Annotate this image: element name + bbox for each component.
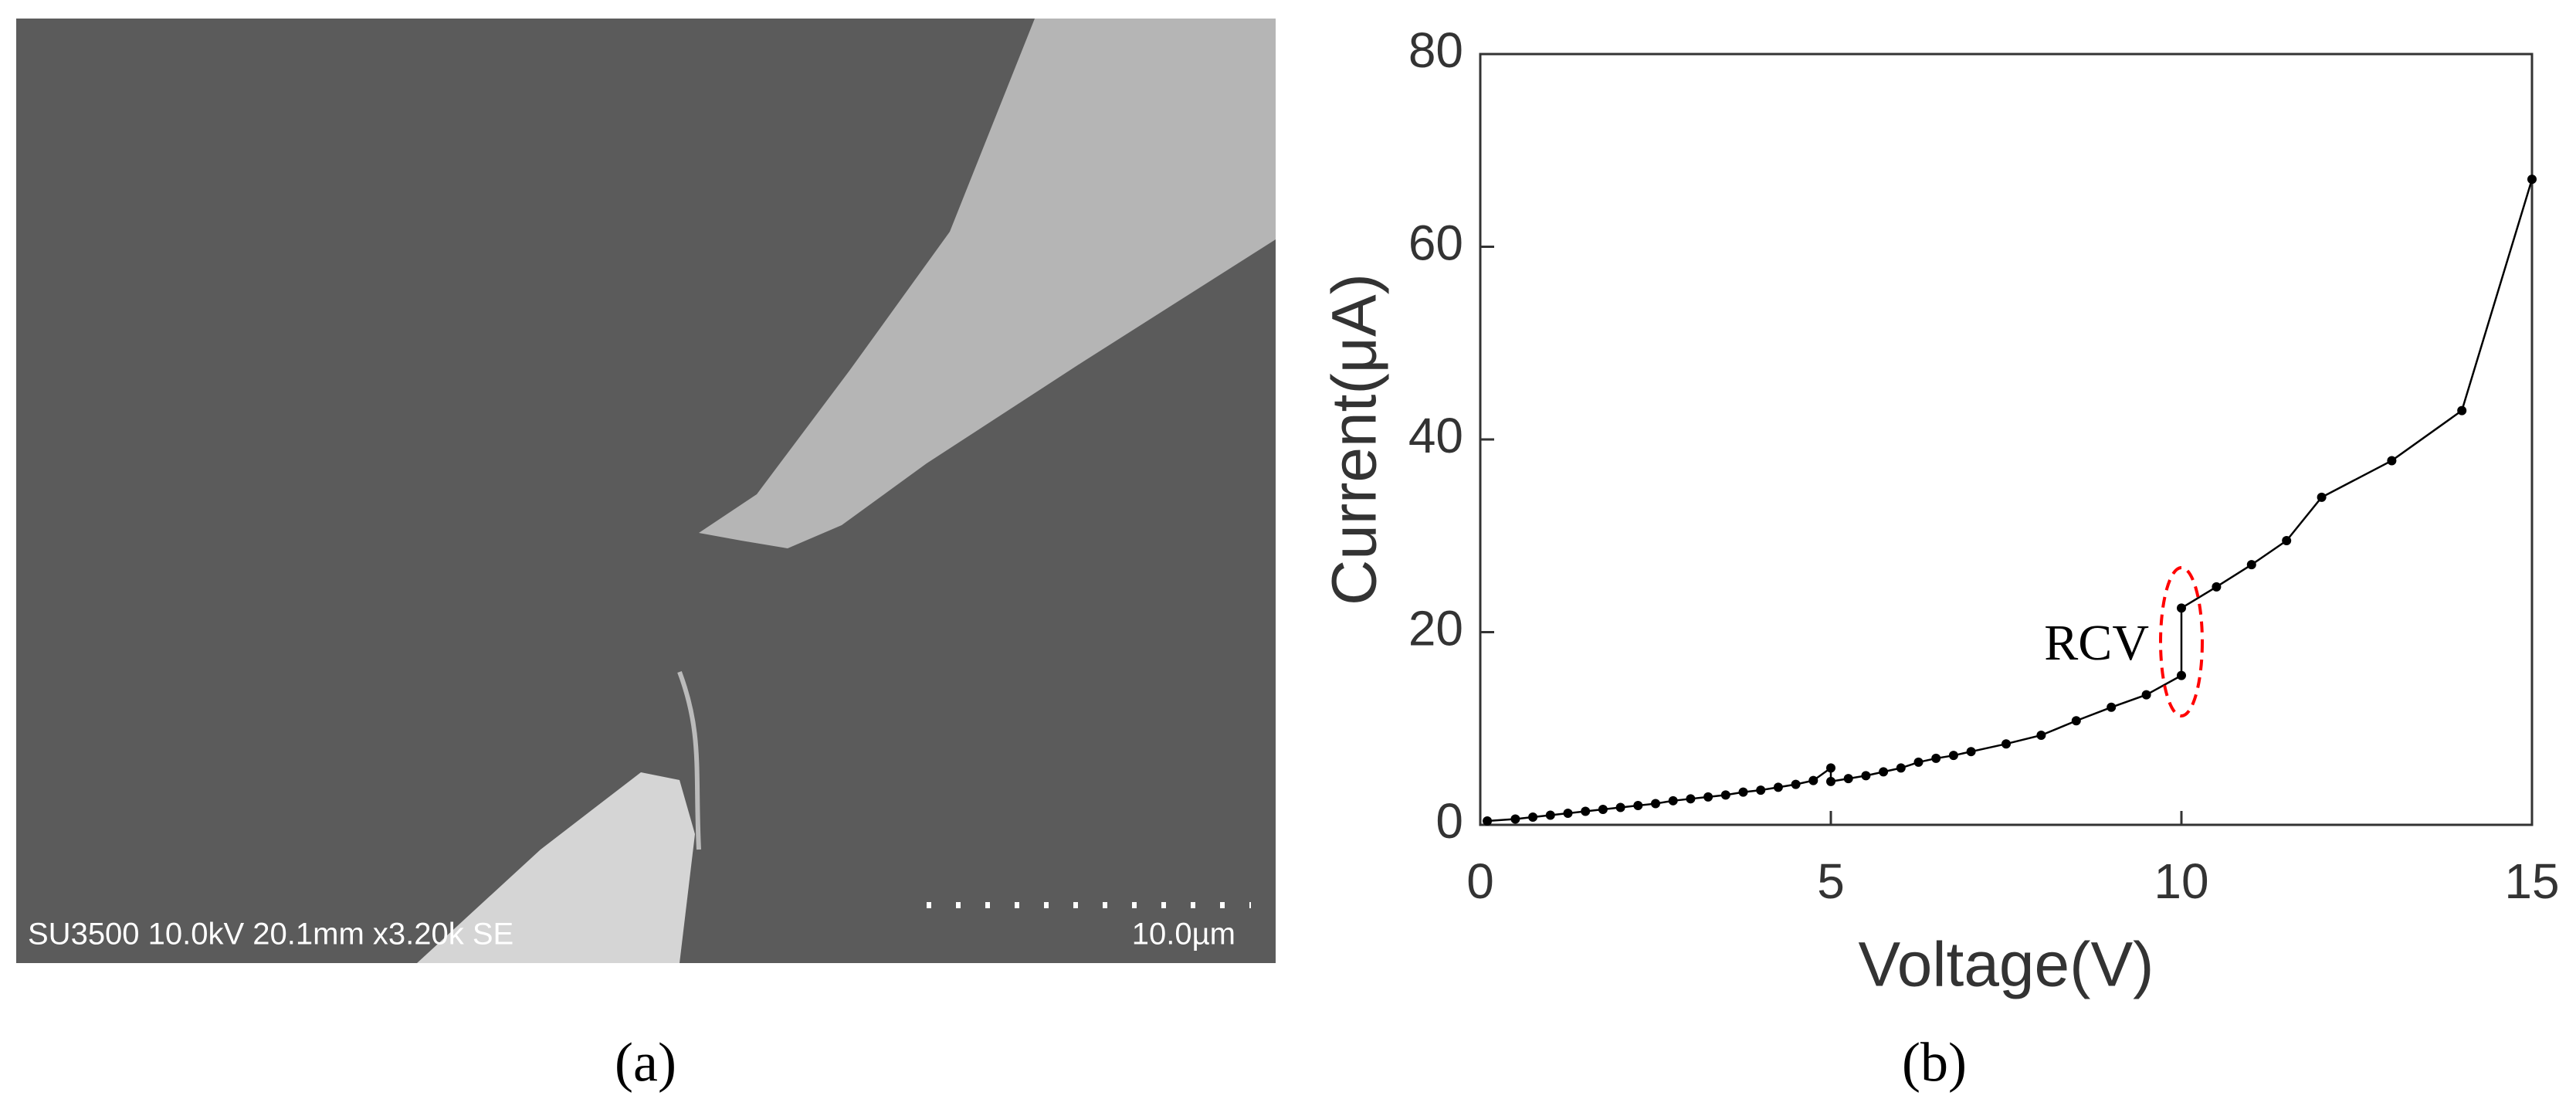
y-tick-label: 40: [1408, 408, 1463, 463]
data-point: [1879, 767, 1889, 777]
data-point: [1843, 774, 1853, 784]
data-point: [1703, 792, 1713, 802]
data-point: [2527, 175, 2537, 185]
panel-label: (a): [615, 1032, 676, 1094]
y-tick-label: 80: [1408, 22, 1463, 78]
x-axis-label: Voltage(V): [1859, 930, 2154, 1000]
data-point: [2177, 603, 2186, 613]
data-point: [2246, 560, 2256, 570]
data-point: [1563, 809, 1573, 819]
data-point: [1826, 776, 1835, 786]
sem-info: SU3500 10.0kV 20.1mm x3.20k SE: [28, 918, 514, 951]
x-tick-label: 0: [1466, 853, 1494, 909]
data-point: [1686, 794, 1696, 804]
data-point: [2141, 690, 2151, 700]
data-point: [1510, 814, 1520, 824]
data-point: [1756, 785, 1766, 795]
data-point: [2001, 739, 2011, 749]
data-point: [1528, 812, 1538, 823]
data-point: [2457, 405, 2467, 416]
data-point: [1861, 771, 1871, 781]
data-point: [1598, 805, 1608, 815]
data-point: [2036, 730, 2046, 740]
y-axis-label: Current(μA): [1320, 273, 1390, 605]
data-point: [1826, 763, 1835, 773]
data-point: [1581, 806, 1591, 816]
x-tick-label: 10: [2154, 853, 2208, 909]
data-point: [1791, 779, 1801, 789]
panel-label: (b): [1902, 1032, 1967, 1094]
data-point: [1483, 816, 1493, 826]
data-point: [1738, 787, 1748, 797]
data-point: [1720, 790, 1730, 800]
data-point: [1615, 802, 1625, 812]
probe-tip-upper: [699, 19, 1276, 548]
data-point: [2107, 702, 2117, 712]
x-tick-label: 15: [2504, 853, 2559, 909]
data-point: [1651, 799, 1660, 809]
sem-scale-bar-label: 10.0µm: [1132, 918, 1235, 951]
y-tick-label: 20: [1408, 600, 1463, 656]
y-tick-label: 0: [1435, 793, 1463, 849]
plot-frame: [1479, 53, 2534, 826]
data-point: [2212, 582, 2222, 592]
sem-image: SU3500 10.0kV 20.1mm x3.20k SE 10.0µm: [16, 19, 1276, 963]
y-tick-label: 60: [1408, 215, 1463, 270]
wire: [677, 670, 701, 850]
data-point: [1948, 751, 1958, 761]
annotation: RCV: [2044, 615, 2149, 671]
data-point: [2317, 492, 2327, 502]
data-point: [1966, 747, 1976, 757]
data-line: [1486, 178, 2534, 823]
data-point: [1931, 753, 1941, 763]
data-point: [1913, 757, 1924, 767]
data-point: [2177, 670, 2186, 680]
data-point: [2071, 716, 2081, 726]
data-point: [1896, 763, 1906, 773]
data-point: [1633, 801, 1643, 811]
data-point: [2387, 456, 2397, 466]
annotation-ellipse: [2159, 565, 2204, 717]
x-tick-label: 5: [1817, 853, 1845, 909]
data-point: [1545, 810, 1555, 820]
probe-tip-lower: [417, 772, 695, 963]
data-point: [1773, 782, 1783, 792]
data-point: [2282, 535, 2292, 545]
data-point: [1808, 775, 1818, 785]
data-point: [1668, 795, 1678, 806]
